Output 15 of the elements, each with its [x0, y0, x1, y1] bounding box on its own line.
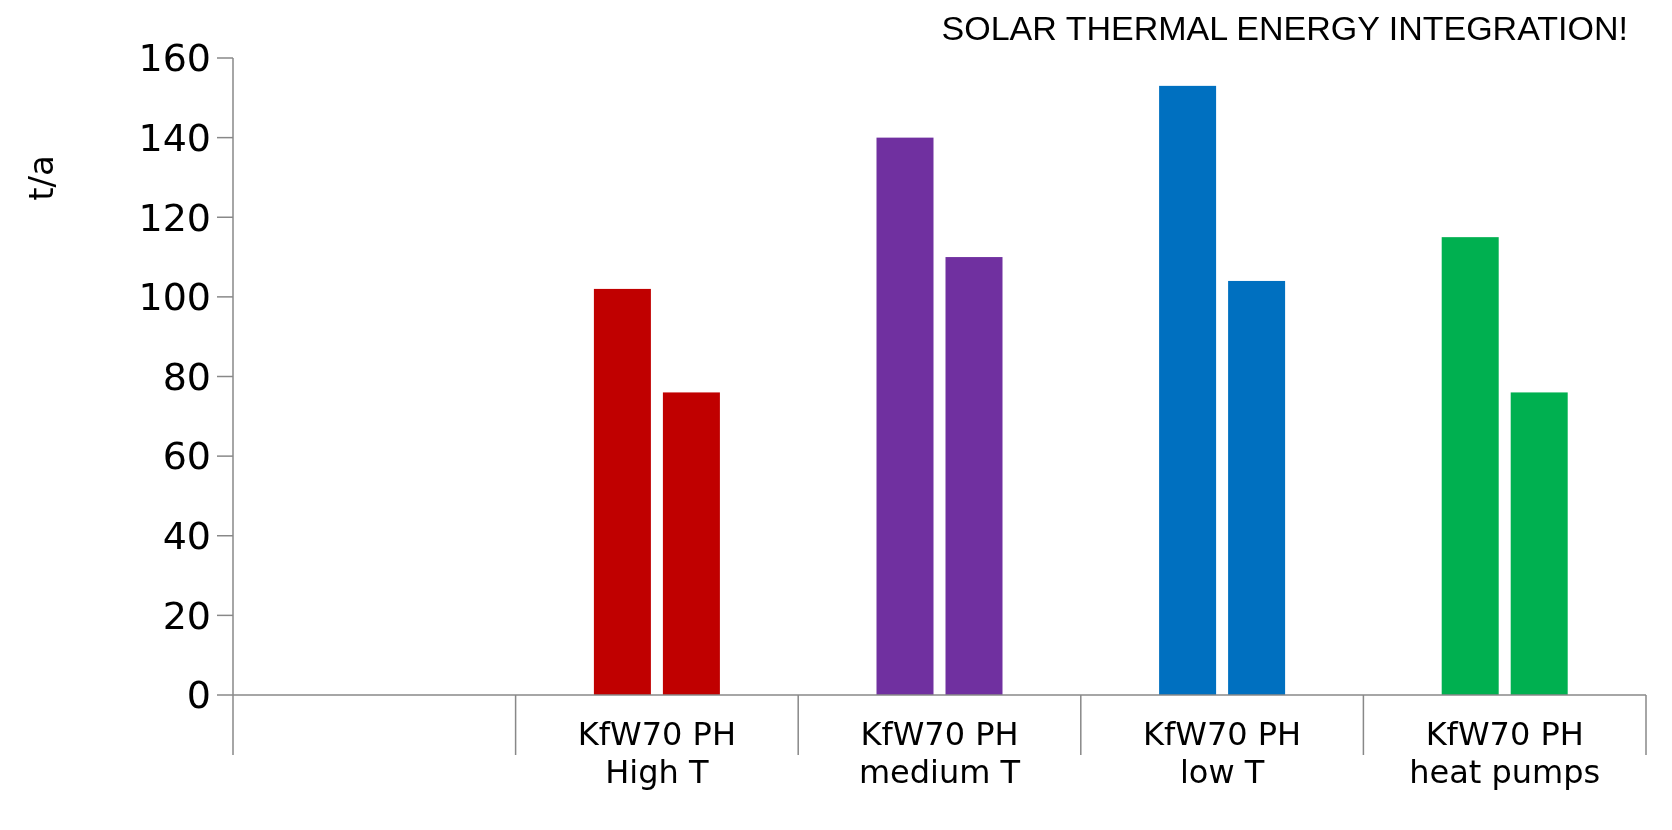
x-tick-label: KfW70 PH medium T — [858, 715, 1021, 791]
y-tick-label: 120 — [138, 195, 211, 240]
y-tick-label: 60 — [162, 434, 211, 479]
x-tick-label: KfW70 PH High T — [577, 715, 736, 791]
x-tick-label: KfW70 PH low T — [1143, 715, 1302, 791]
y-tick-label: 20 — [162, 593, 211, 638]
chart-title: SOLAR THERMAL ENERGY INTEGRATION! — [941, 9, 1628, 47]
y-tick-label: 80 — [162, 354, 211, 399]
y-axis-title: t/a — [21, 155, 61, 201]
x-tick-label: KfW70 PH heat pumps — [1409, 715, 1601, 791]
y-tick-label: 100 — [138, 275, 211, 320]
y-tick-label: 160 — [138, 36, 211, 81]
y-tick-label: 40 — [162, 514, 211, 559]
y-tick-label: 0 — [186, 673, 211, 718]
y-tick-label: 140 — [138, 115, 211, 160]
